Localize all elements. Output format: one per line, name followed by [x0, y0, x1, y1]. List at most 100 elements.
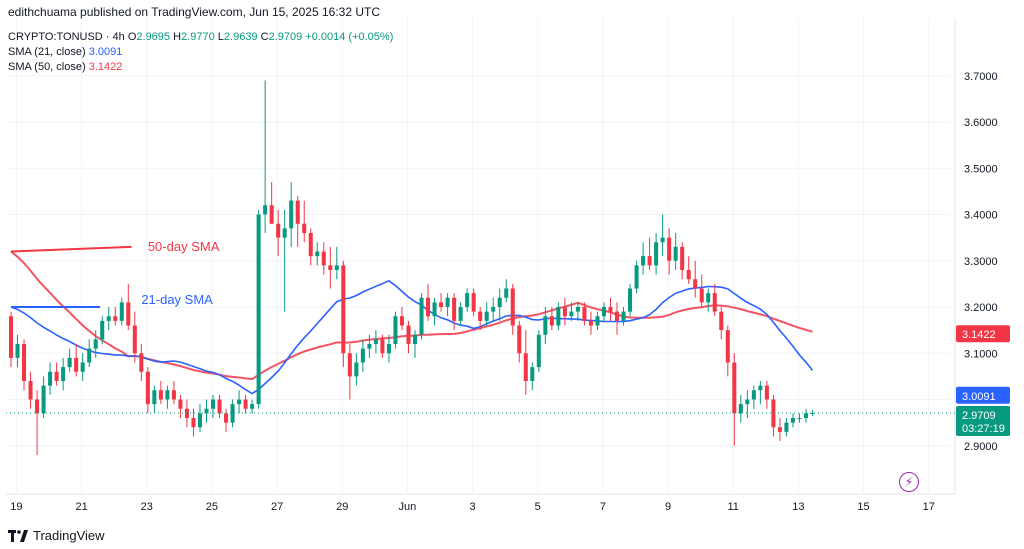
candle-body [399, 316, 404, 326]
candle-body [719, 311, 724, 331]
candle-body [569, 311, 574, 317]
candle-body [386, 344, 391, 354]
x-tick-label: 21 [75, 501, 87, 513]
y-tick-label: 3.6000 [964, 117, 998, 129]
candle-body [145, 371, 150, 405]
candle-body [197, 413, 202, 428]
x-tick-label: 5 [535, 501, 541, 513]
candle-body [660, 237, 665, 243]
candle-body [647, 256, 652, 266]
sma50-annotation-label: 50-day SMA [148, 239, 220, 254]
candle-body [334, 265, 339, 270]
legend-open-value: 2.9695 [136, 31, 171, 43]
candle-body [745, 399, 750, 405]
lightning-icon[interactable]: ⚡ [899, 472, 919, 492]
candle-body [28, 381, 33, 400]
candle-body [406, 325, 411, 344]
publisher-line: edithchuama published on TradingView.com… [8, 5, 381, 19]
candle-body [87, 348, 92, 363]
candle-body [667, 237, 672, 261]
candle-body [530, 367, 535, 381]
candle-body [608, 307, 613, 312]
legend-ohlc-row: CRYPTO:TONUSD · 4h O2.9695 H2.9770 L2.96… [8, 30, 393, 45]
candle-body [132, 325, 137, 354]
candle-body [693, 279, 698, 289]
candle-body [797, 418, 802, 419]
y-tick-label: 3.3000 [964, 256, 998, 268]
legend-close-value: 2.9709 [268, 31, 303, 43]
candle-body [517, 325, 522, 354]
candle-body [210, 399, 216, 409]
candle-body [119, 302, 124, 321]
candle-body [347, 353, 352, 377]
candle-body [491, 307, 496, 312]
x-tick-label: 9 [665, 501, 671, 513]
candle-body [8, 316, 14, 358]
candle-body [504, 288, 509, 298]
candle-body [269, 205, 274, 224]
legend-symbol[interactable]: CRYPTO:TONUSD · 4h [8, 31, 125, 43]
candle-body [478, 311, 483, 321]
x-tick-label: 25 [206, 501, 218, 513]
y-tick-label: 3.1000 [964, 348, 998, 360]
legend-sma21-value: 3.0091 [88, 46, 123, 58]
y-tick-label: 3.2000 [964, 302, 998, 314]
candle-body [810, 412, 815, 414]
candle-body [93, 339, 98, 349]
candle-body [204, 408, 209, 414]
x-tick-label: 27 [271, 501, 283, 513]
candle-body [393, 316, 398, 344]
candle-body [243, 399, 248, 409]
candle-body [595, 316, 600, 326]
sma21-annotation-label: 21-day SMA [141, 292, 213, 307]
candle-body [601, 307, 607, 317]
legend-sma50-value: 3.1422 [88, 61, 123, 73]
y-tick-label: 3.5000 [964, 163, 998, 175]
candle-body [452, 297, 457, 321]
sma50-price-tag-text: 3.1422 [962, 329, 996, 341]
x-tick-label: 23 [141, 501, 153, 513]
candle-body [139, 353, 144, 372]
candle-body [582, 307, 587, 321]
sma50-line [10, 250, 813, 381]
candle-body [549, 316, 554, 326]
candle-body [295, 200, 300, 224]
candle-body [217, 399, 222, 414]
sma50-annotation-segment [10, 245, 132, 253]
candle-body [315, 251, 320, 257]
candle-body [191, 418, 196, 428]
candle-body [575, 307, 580, 312]
candle-body [308, 233, 313, 257]
candle-body [237, 399, 242, 405]
candle-body [276, 223, 281, 238]
candle-body [784, 422, 789, 432]
candle-body [706, 293, 711, 303]
sma21-line [10, 279, 814, 395]
candle-body [22, 344, 27, 381]
x-tick-label: 17 [923, 501, 935, 513]
candle-body [302, 223, 307, 233]
candle-body [725, 330, 730, 363]
sma21-price-tag-text: 3.0091 [962, 391, 996, 403]
candle-body [497, 297, 502, 307]
candle-body [588, 320, 593, 326]
tradingview-brand[interactable]: TradingView [8, 528, 105, 543]
candle-body [178, 399, 183, 409]
candle-body [536, 334, 541, 368]
candle-body [100, 320, 105, 340]
legend-sma21-row[interactable]: SMA (21, close) 3.0091 [8, 45, 393, 60]
candle-body [289, 200, 294, 229]
legend-high-value: 2.9770 [181, 31, 215, 43]
candle-body [790, 418, 795, 423]
candle-body [419, 297, 424, 335]
legend-sma50-row[interactable]: SMA (50, close) 3.1422 [8, 60, 393, 75]
candle-body [523, 353, 528, 381]
candle-body [54, 371, 59, 381]
last-price-tag-text: 03:27:19 [962, 423, 1005, 435]
candle-body [35, 399, 40, 414]
candle-body [171, 390, 176, 400]
candle-body [445, 297, 450, 307]
candle-body [777, 427, 782, 432]
candle-body [510, 288, 515, 326]
